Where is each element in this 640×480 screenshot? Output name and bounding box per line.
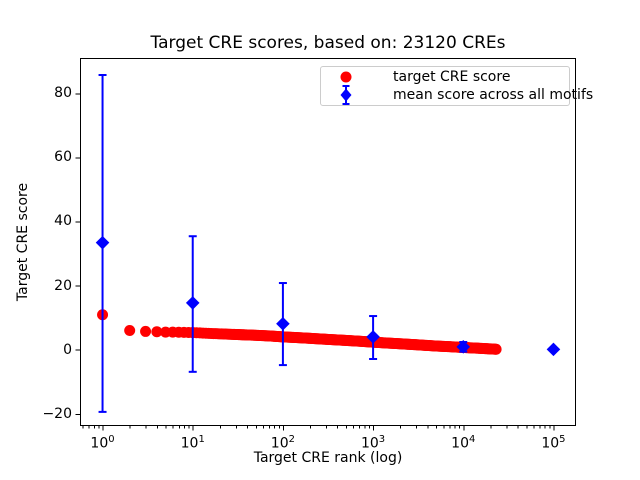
blue-diamond-marker xyxy=(546,342,561,357)
blue-diamond-marker xyxy=(185,296,200,310)
x-tick-label: 101 xyxy=(180,434,205,452)
blue-diamond-marker xyxy=(95,235,110,250)
red-data-point xyxy=(151,326,163,338)
red-data-point xyxy=(490,343,502,355)
blue-diamond-marker xyxy=(456,340,471,354)
x-axis-label: Target CRE rank (log) xyxy=(253,450,403,466)
y-tick-label: 40 xyxy=(54,213,72,230)
x-tick-label: 102 xyxy=(270,434,295,452)
legend-item-mean-score: mean score across all motifs xyxy=(321,84,593,106)
blue-diamond-marker xyxy=(366,330,380,344)
x-tick-label: 105 xyxy=(541,434,566,452)
legend-label: target CRE score xyxy=(393,68,511,85)
red-data-point xyxy=(140,325,152,337)
red-circle-marker-icon xyxy=(321,70,371,84)
legend-item-target-score: target CRE score xyxy=(321,68,569,85)
y-tick-label: −20 xyxy=(42,405,72,422)
legend-label: mean score across all motifs xyxy=(393,86,594,103)
y-tick-label: 20 xyxy=(54,277,72,294)
legend: target CRE score mean score across all m… xyxy=(320,66,593,106)
y-tick-label: 80 xyxy=(54,85,72,102)
red-data-point xyxy=(124,324,136,336)
x-tick-label: 103 xyxy=(360,434,386,452)
x-tick-label: 104 xyxy=(451,434,476,452)
blue-diamond-errorbar-icon xyxy=(321,84,371,106)
chart-title: Target CRE scores, based on: 23120 CREs xyxy=(150,33,506,53)
blue-diamond-marker xyxy=(276,316,290,331)
y-tick-label: 0 xyxy=(63,341,72,358)
x-tick-label: 100 xyxy=(90,434,115,452)
y-tick-label: 60 xyxy=(54,149,72,166)
